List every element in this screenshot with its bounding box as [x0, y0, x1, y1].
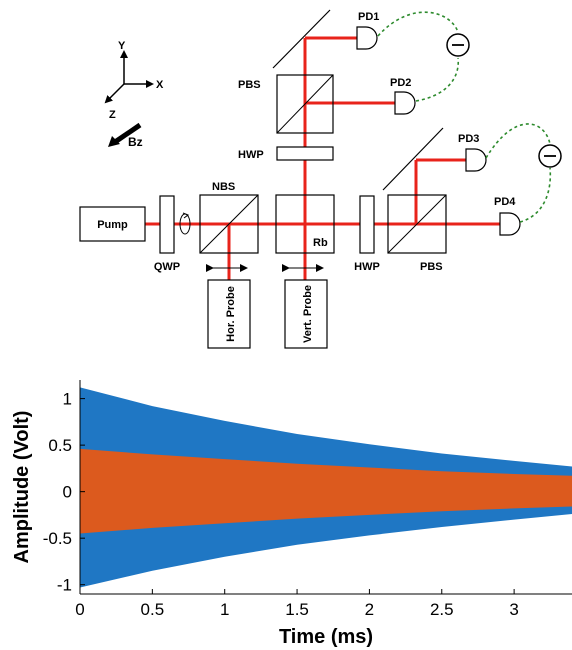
photodiode-pd2	[394, 91, 416, 115]
circular-polarization-icon	[179, 212, 191, 235]
pd2-label: PD2	[390, 77, 411, 89]
hwp-top-plate	[276, 146, 334, 161]
coordinate-axes	[104, 50, 154, 104]
amplitude-chart: 0 0.5 1 1.5 2 2.5 3 -1 -0.5 0 0.5 1 Time (ms) Ampl…	[11, 380, 572, 648]
qwp-plate	[159, 195, 175, 254]
y-tick-label: 0.5	[48, 436, 72, 455]
x-tick-label: 1	[220, 600, 229, 619]
x-tick-label: 1.5	[285, 600, 309, 619]
signal-envelopes	[80, 387, 572, 588]
mirror-top	[272, 9, 331, 69]
pbs-top-cube	[276, 74, 334, 134]
pd4-label: PD4	[494, 196, 516, 208]
y-axis-title: Amplitude (Volt)	[11, 411, 33, 564]
subtractor-icon-top	[446, 33, 470, 57]
photodiode-pd1	[356, 26, 378, 50]
fiber-cables	[377, 11, 552, 223]
nbs-cube	[199, 194, 259, 254]
x-axis-label: X	[156, 79, 164, 91]
y-tick-label: -0.5	[43, 529, 72, 548]
series-envelope-2	[80, 448, 572, 534]
pbs-right-label: PBS	[420, 261, 443, 273]
vert-probe-label: Vert. Probe	[302, 285, 314, 343]
vert-probe-box	[284, 279, 328, 349]
y-tick-label: 0	[63, 483, 72, 502]
hor-probe-label: Hor. Probe	[225, 286, 237, 342]
y-ticks: -1 -0.5 0 0.5 1	[43, 390, 85, 595]
hwp-right-plate	[359, 195, 375, 254]
pd3-label: PD3	[458, 133, 479, 145]
x-tick-label: 2.5	[430, 600, 454, 619]
qwp-label: QWP	[154, 261, 180, 273]
optical-setup-diagram: Y X Z Bz Pump QWP NBS	[79, 9, 562, 349]
x-ticks: 0 0.5 1 1.5 2 2.5 3	[75, 589, 519, 619]
y-axis-label: Y	[118, 40, 126, 52]
pbs-right-cube	[387, 194, 447, 254]
x-axis-title: Time (ms)	[279, 626, 373, 648]
x-tick-label: 2	[365, 600, 374, 619]
x-tick-label: 3	[509, 600, 518, 619]
subtractor-icon-right	[538, 144, 562, 168]
rb-label: Rb	[313, 237, 328, 249]
pbs-top-label: PBS	[238, 79, 261, 91]
pd1-label: PD1	[358, 11, 379, 23]
rb-cell	[275, 194, 335, 254]
hwp-right-label: HWP	[354, 261, 380, 273]
photodiode-pd4	[499, 212, 521, 236]
pump-box	[79, 206, 146, 242]
x-tick-label: 0.5	[141, 600, 165, 619]
z-axis-label: Z	[109, 109, 116, 121]
mirror-right	[382, 127, 444, 191]
nbs-label: NBS	[212, 181, 235, 193]
bz-label: Bz	[128, 135, 143, 149]
bz-arrow	[108, 122, 142, 147]
hwp-top-label: HWP	[238, 149, 264, 161]
hor-probe-box	[207, 279, 251, 349]
pump-label: Pump	[97, 219, 128, 231]
photodiode-pd3	[465, 148, 487, 172]
x-tick-label: 0	[75, 600, 84, 619]
y-tick-label: 1	[63, 390, 72, 409]
y-tick-label: -1	[57, 576, 72, 595]
